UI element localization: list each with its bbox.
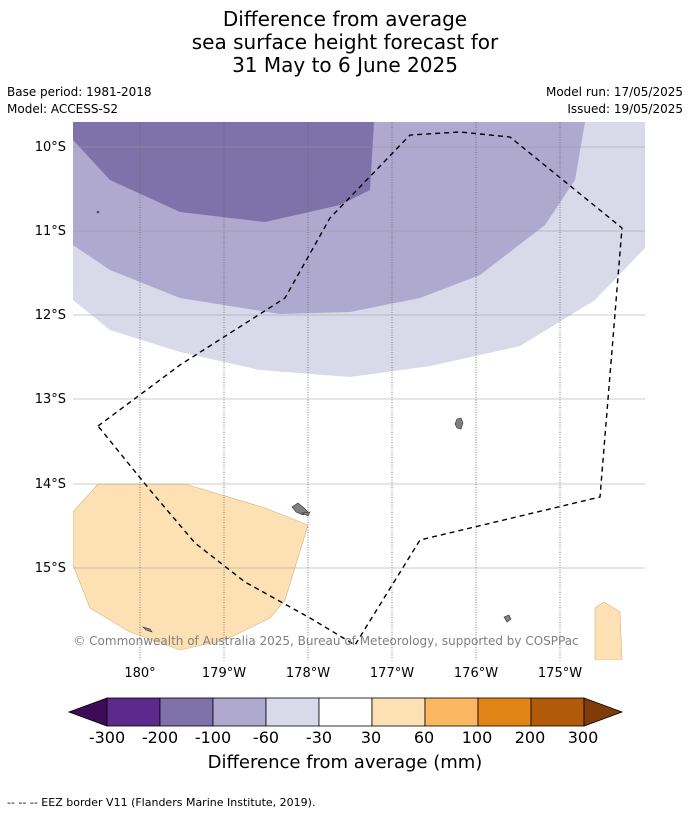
islands xyxy=(96,210,512,633)
colorbar-tick: -200 xyxy=(141,728,179,747)
base-period: Base period: 1981-2018 xyxy=(7,85,152,99)
anomaly-region-positive-east xyxy=(594,601,623,660)
colorbar-segment xyxy=(371,697,426,727)
anomaly-region-positive xyxy=(73,483,309,651)
meta-right: Model run: 17/05/2025 Issued: 19/05/2025 xyxy=(546,84,683,118)
lat-label: 14°S xyxy=(35,477,66,492)
island-southeast xyxy=(503,614,512,623)
lon-label: 175°W xyxy=(538,666,582,681)
colorbar-segment xyxy=(477,697,532,727)
longitude-labels: 180° 179°W 178°W 177°W 176°W 175°W xyxy=(124,666,582,681)
colorbar-segment xyxy=(424,697,479,727)
lat-label: 10°S xyxy=(35,140,66,155)
island-east xyxy=(454,417,464,430)
eez-border xyxy=(96,131,623,646)
meta-left: Base period: 1981-2018 Model: ACCESS-S2 xyxy=(7,84,152,118)
latitude-labels: 10°S 11°S 12°S 13°S 14°S 15°S xyxy=(35,140,66,576)
colorbar-tick: -60 xyxy=(252,728,280,747)
colorbar-segment xyxy=(159,697,214,727)
colorbar-tick: 30 xyxy=(360,728,382,747)
colorbar-tick: 100 xyxy=(461,728,493,747)
model-run: Model run: 17/05/2025 xyxy=(545,85,683,99)
longitude-gridlines xyxy=(139,122,561,660)
lat-label: 11°S xyxy=(35,224,66,239)
title-line-3: 31 May to 6 June 2025 xyxy=(232,53,458,77)
colorbar-segment xyxy=(318,697,373,727)
colorbar-tick: -300 xyxy=(88,728,126,747)
colorbar xyxy=(67,697,624,727)
island-northwest xyxy=(96,210,100,214)
lon-label: 176°W xyxy=(454,666,498,681)
colorbar-segment xyxy=(212,697,267,727)
colorbar-extend-high xyxy=(583,697,624,727)
lon-label: 177°W xyxy=(370,666,414,681)
copyright-text: © Commonwealth of Australia 2025, Bureau… xyxy=(73,634,578,648)
colorbar-tick: 200 xyxy=(514,728,546,747)
model-name: Model: ACCESS-S2 xyxy=(7,102,119,116)
island-central-small xyxy=(300,511,311,517)
colorbar-tick: -30 xyxy=(305,728,333,747)
issued-date: Issued: 19/05/2025 xyxy=(567,102,683,116)
chart-title: Difference from average sea surface heig… xyxy=(0,8,690,77)
colorbar-title: Difference from average (mm) xyxy=(207,752,483,773)
island-southwest xyxy=(141,626,153,633)
colorbar-segment xyxy=(265,697,320,727)
lat-label: 13°S xyxy=(35,392,66,407)
lon-label: 179°W xyxy=(202,666,246,681)
colorbar-extend-low xyxy=(67,697,108,727)
lon-label: 178°W xyxy=(286,666,330,681)
colorbar-segment xyxy=(530,697,585,727)
lat-label: 15°S xyxy=(35,561,66,576)
lat-label: 12°S xyxy=(35,308,66,323)
title-line-1: Difference from average xyxy=(222,7,468,31)
colorbar-tick: 300 xyxy=(567,728,599,747)
ssh-anomaly-field xyxy=(73,122,645,660)
colorbar-segment xyxy=(106,697,161,727)
title-line-2: sea surface height forecast for xyxy=(191,30,499,54)
lon-label: 180° xyxy=(124,666,155,681)
eez-legend-note: -- -- -- EEZ border V11 (Flanders Marine… xyxy=(7,796,316,809)
latitude-gridlines xyxy=(73,146,645,569)
colorbar-tick: 60 xyxy=(413,728,435,747)
colorbar-tick: -100 xyxy=(194,728,232,747)
